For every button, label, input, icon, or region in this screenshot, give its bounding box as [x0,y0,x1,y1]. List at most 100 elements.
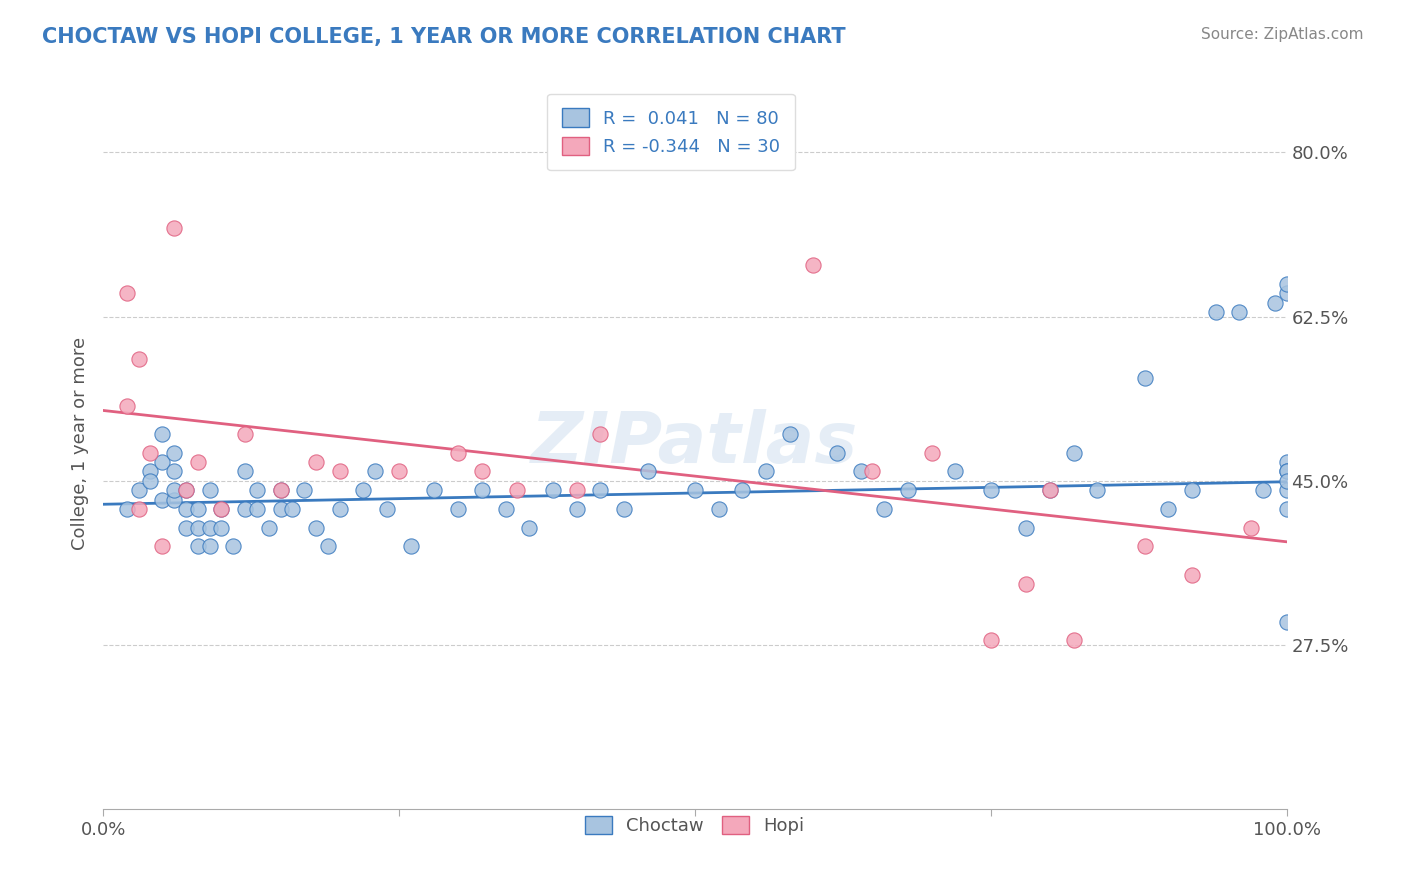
Point [565,483,588,498]
Point [163,445,186,459]
Point [1015,521,1038,535]
Point [1227,305,1250,319]
Point [187,521,209,535]
Point [779,426,801,441]
Point [1240,521,1263,535]
Point [1275,483,1298,498]
Point [873,502,896,516]
Point [316,540,339,554]
Point [589,426,612,441]
Point [233,465,256,479]
Point [1251,483,1274,498]
Point [943,465,966,479]
Point [292,483,315,498]
Point [257,521,280,535]
Point [1039,483,1062,498]
Point [139,474,162,488]
Point [495,502,517,516]
Point [329,465,352,479]
Point [375,502,398,516]
Point [1275,286,1298,301]
Point [860,465,883,479]
Point [139,445,162,459]
Point [174,483,197,498]
Point [150,426,173,441]
Point [233,502,256,516]
Point [187,502,209,516]
Point [128,351,150,366]
Point [506,483,529,498]
Point [1157,502,1180,516]
Point [246,502,269,516]
Point [731,483,754,498]
Legend: Choctaw, Hopi: Choctaw, Hopi [576,806,814,844]
Point [187,455,209,469]
Point [447,502,470,516]
Point [198,540,221,554]
Point [174,521,197,535]
Point [637,465,659,479]
Point [163,465,186,479]
Point [1205,305,1227,319]
Point [150,455,173,469]
Point [174,502,197,516]
Point [980,633,1002,648]
Point [211,502,233,516]
Point [115,399,138,413]
Point [1264,295,1286,310]
Point [1181,483,1204,498]
Y-axis label: College, 1 year or more: College, 1 year or more [72,336,89,549]
Point [471,465,494,479]
Point [187,540,209,554]
Point [980,483,1002,498]
Text: ZIPatlas: ZIPatlas [531,409,859,478]
Point [128,502,150,516]
Point [211,521,233,535]
Point [1275,465,1298,479]
Point [305,455,328,469]
Point [517,521,540,535]
Point [163,483,186,498]
Point [329,502,352,516]
Point [1181,567,1204,582]
Point [270,483,292,498]
Point [364,465,387,479]
Point [1275,615,1298,629]
Point [849,465,872,479]
Point [115,502,138,516]
Point [115,286,138,301]
Point [589,483,612,498]
Point [163,220,186,235]
Point [305,521,328,535]
Point [1133,370,1156,384]
Point [471,483,494,498]
Point [755,465,778,479]
Point [1275,455,1298,469]
Point [1039,483,1062,498]
Point [150,540,173,554]
Point [897,483,920,498]
Point [163,492,186,507]
Point [1015,577,1038,591]
Point [128,483,150,498]
Point [270,502,292,516]
Point [281,502,304,516]
Point [198,521,221,535]
Text: Source: ZipAtlas.com: Source: ZipAtlas.com [1201,27,1364,42]
Point [174,483,197,498]
Point [541,483,564,498]
Point [1133,540,1156,554]
Point [1275,465,1298,479]
Point [921,445,943,459]
Point [683,483,706,498]
Point [399,540,422,554]
Point [233,426,256,441]
Point [613,502,636,516]
Point [801,258,824,272]
Point [423,483,446,498]
Point [198,483,221,498]
Point [1063,633,1085,648]
Point [447,445,470,459]
Point [565,502,588,516]
Point [707,502,730,516]
